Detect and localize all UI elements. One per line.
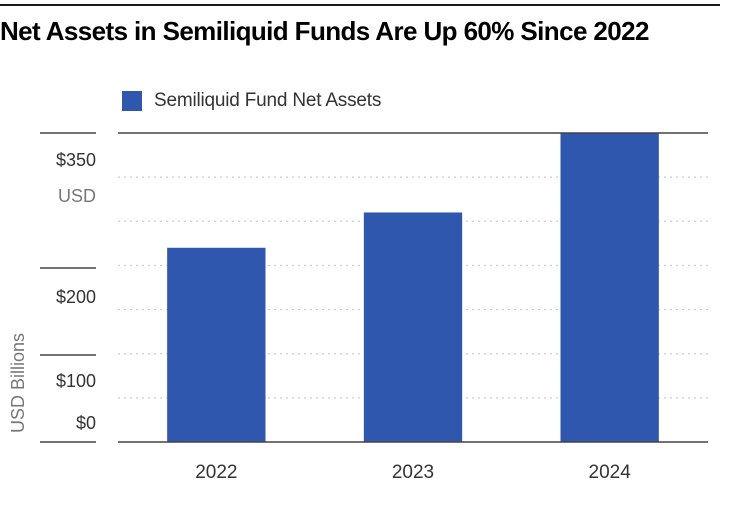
x-tick-label: 2023	[392, 462, 434, 483]
bar-2023	[363, 212, 463, 442]
bar-2022	[167, 247, 266, 442]
x-tick-label: 2024	[589, 462, 632, 483]
bar-2024	[560, 133, 659, 442]
legend-swatch	[122, 91, 142, 111]
legend-label: Semiliquid Fund Net Assets	[154, 90, 382, 111]
bars	[167, 133, 659, 442]
y-tick-label: USD	[58, 186, 96, 206]
legend: Semiliquid Fund Net Assets	[122, 90, 381, 112]
y-tick-label: $350	[56, 150, 96, 170]
y-ticks: $350 USD $200 $100 $0	[40, 132, 96, 443]
y-tick-label: $100	[56, 371, 96, 391]
y-tick-label: $0	[76, 413, 96, 433]
top-rule	[0, 4, 720, 6]
y-axis-label: USD Billions	[8, 333, 28, 433]
x-labels: 2022 2023 2024	[195, 462, 631, 483]
y-tick-label: $200	[56, 287, 96, 307]
axes	[118, 132, 708, 443]
x-tick-label: 2022	[195, 462, 237, 483]
chart-title: Net Assets in Semiliquid Funds Are Up 60…	[0, 16, 649, 46]
